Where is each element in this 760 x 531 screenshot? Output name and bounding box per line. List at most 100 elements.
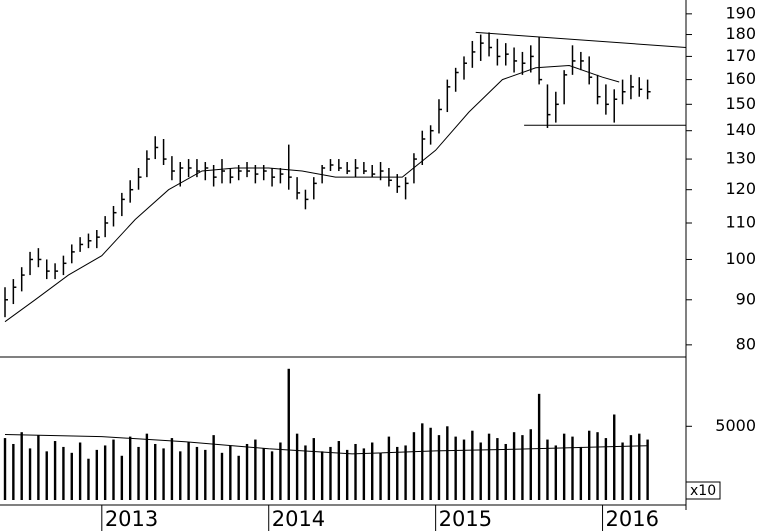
y-tick-label: 130 bbox=[725, 149, 756, 168]
volume-bar bbox=[479, 442, 482, 500]
volume-bar bbox=[345, 449, 349, 500]
y-tick-label: 80 bbox=[736, 334, 756, 353]
volume-bar bbox=[179, 451, 182, 500]
volume-bar bbox=[638, 433, 641, 500]
volume-bar bbox=[70, 452, 73, 500]
x-tick-label: 2016 bbox=[606, 507, 659, 531]
volume-bar bbox=[62, 446, 65, 500]
volume-bar bbox=[45, 451, 48, 500]
volume-bar bbox=[604, 438, 608, 500]
volume-bar bbox=[229, 445, 232, 500]
volume-bar bbox=[245, 443, 249, 500]
volume-bar bbox=[562, 433, 566, 500]
volume-bar bbox=[421, 423, 424, 500]
volume-bar bbox=[379, 452, 382, 500]
volume-bar bbox=[304, 445, 307, 500]
y-tick-label: 100 bbox=[725, 249, 756, 268]
y-tick-label: 120 bbox=[725, 179, 756, 198]
y-tick-label: 140 bbox=[725, 120, 756, 139]
volume-bar bbox=[354, 443, 357, 500]
volume-bar bbox=[312, 438, 315, 500]
volume-bar bbox=[287, 368, 290, 500]
volume-bar bbox=[295, 433, 299, 500]
volume-bar bbox=[3, 438, 7, 500]
volume-bar bbox=[320, 451, 324, 500]
x-tick-label: 2013 bbox=[105, 507, 158, 531]
volume-bar bbox=[537, 393, 541, 500]
volume-bar bbox=[212, 435, 215, 500]
volume-bar bbox=[629, 435, 633, 500]
volume-bar bbox=[120, 455, 124, 500]
volume-bar bbox=[154, 443, 157, 500]
volume-bar bbox=[329, 446, 332, 500]
volume-bar bbox=[170, 438, 174, 500]
volume-bar bbox=[78, 442, 82, 500]
volume-bar bbox=[20, 432, 23, 500]
volume-bar bbox=[571, 436, 574, 500]
volume-bar bbox=[521, 435, 524, 500]
volume-bar bbox=[270, 451, 274, 500]
volume-bar bbox=[187, 442, 190, 500]
volume-bar bbox=[53, 441, 57, 500]
volume-bar bbox=[204, 449, 207, 500]
y-tick-label: 150 bbox=[725, 94, 756, 113]
volume-bar bbox=[95, 449, 99, 500]
x-tick-label: 2015 bbox=[439, 507, 492, 531]
volume-bar bbox=[195, 446, 199, 500]
y-tick-label: 90 bbox=[736, 289, 756, 308]
y-tick-label: 160 bbox=[725, 69, 756, 88]
volume-bar bbox=[237, 455, 240, 500]
volume-bar bbox=[587, 430, 591, 500]
volume-bar bbox=[37, 435, 40, 500]
y-tick-label: 170 bbox=[725, 46, 756, 65]
volume-bar bbox=[404, 445, 407, 500]
trend-line bbox=[475, 31, 687, 48]
unit-label: x10 bbox=[690, 483, 716, 499]
volume-bar bbox=[429, 427, 432, 500]
y-tick-label: 5000 bbox=[715, 416, 756, 435]
volume-bar bbox=[145, 433, 149, 500]
volume-bar bbox=[621, 442, 624, 500]
volume-bar bbox=[471, 430, 474, 500]
volume-bar bbox=[28, 448, 32, 500]
volume-bar bbox=[596, 432, 599, 500]
volume-bar bbox=[254, 439, 257, 500]
volume-bar bbox=[262, 448, 265, 500]
volume-bar bbox=[103, 445, 107, 500]
volume-bar bbox=[412, 432, 416, 500]
volume-bar bbox=[128, 436, 132, 500]
volume-bar bbox=[613, 414, 616, 500]
volume-bar bbox=[112, 439, 115, 500]
volume-average bbox=[4, 434, 648, 455]
volume-bar bbox=[279, 442, 282, 500]
y-tick-label: 190 bbox=[725, 3, 756, 22]
volume-bar bbox=[579, 446, 583, 500]
volume-bar bbox=[487, 433, 491, 500]
volume-bar bbox=[554, 445, 558, 500]
volume-bar bbox=[396, 446, 399, 500]
volume-bar bbox=[546, 439, 549, 500]
moving-average bbox=[4, 64, 620, 323]
unit-box bbox=[685, 481, 721, 500]
x-tick-label: 2014 bbox=[272, 507, 325, 531]
volume-bar bbox=[162, 448, 165, 500]
volume-bar bbox=[12, 443, 15, 500]
volume-bar bbox=[496, 438, 499, 500]
volume-bar bbox=[371, 442, 374, 500]
volume-bar bbox=[220, 452, 224, 500]
volume-bar bbox=[512, 432, 516, 500]
volume-bar bbox=[387, 436, 391, 500]
volume-bar bbox=[437, 435, 441, 500]
y-tick-label: 180 bbox=[725, 24, 756, 43]
volume-bar bbox=[337, 441, 341, 500]
volume-bar bbox=[462, 439, 466, 500]
volume-bar bbox=[529, 429, 532, 500]
volume-bar bbox=[646, 439, 649, 500]
volume-bar bbox=[504, 443, 507, 500]
volume-bar bbox=[362, 448, 366, 500]
y-tick-label: 110 bbox=[725, 212, 756, 231]
volume-bar bbox=[446, 426, 449, 500]
volume-bar bbox=[454, 436, 457, 500]
